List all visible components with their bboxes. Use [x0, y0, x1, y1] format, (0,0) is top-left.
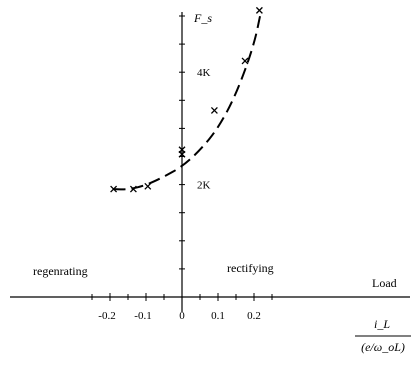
x-tick-label: 0.2	[247, 310, 261, 322]
data-point-x-marker	[144, 182, 152, 190]
region-label-right: rectifying	[227, 261, 274, 275]
data-point-x-marker	[178, 146, 186, 154]
data-point-x-marker	[129, 185, 137, 193]
tick-group: -0.2 -0.1 0 0.1 0.2 2K 4K	[91, 15, 273, 322]
data-point-x-marker	[210, 106, 218, 114]
region-label-left: regenrating	[33, 264, 88, 278]
x-axis-fraction-numerator: i_L	[374, 317, 390, 331]
data-point-x-marker	[110, 185, 118, 193]
x-axis-fraction-denominator: (e/ω_oL)	[361, 340, 405, 354]
labels: F_s Load i_L (e/ω_oL) regenrating rectif…	[33, 11, 411, 354]
x-tick-label: 0	[179, 310, 185, 322]
x-tick-label: 0.1	[211, 310, 225, 322]
y-axis-label: F_s	[193, 11, 212, 25]
data-points	[110, 6, 263, 193]
x-tick-label: -0.2	[98, 310, 115, 322]
fit-curve	[113, 10, 263, 191]
y-tick-label: 2K	[197, 180, 211, 192]
data-point-x-marker	[241, 57, 249, 65]
y-tick-label: 4K	[197, 67, 211, 79]
data-point-x-marker	[255, 6, 263, 14]
x-axis-label: Load	[372, 276, 397, 290]
fit-curve-group	[113, 10, 263, 191]
x-tick-label: -0.1	[134, 310, 151, 322]
axes	[10, 12, 410, 312]
